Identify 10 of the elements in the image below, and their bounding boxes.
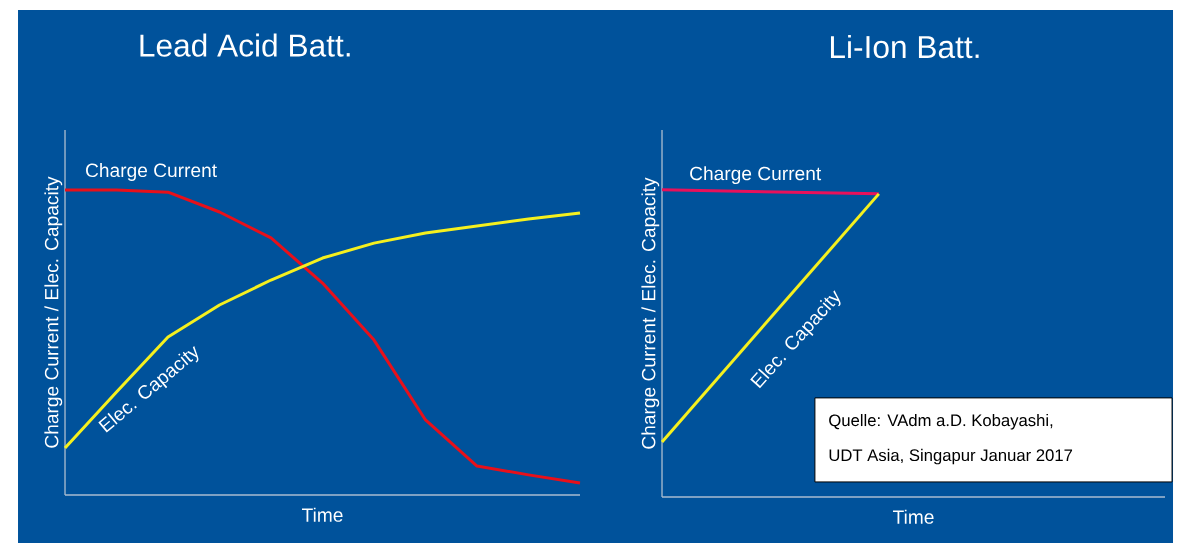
x-axis-title: Time xyxy=(892,509,934,524)
annotation: UDT Asia, Singapur Januar 2017 xyxy=(829,448,1073,465)
series-label: Charge Current xyxy=(690,166,822,185)
x-axis-title: Time xyxy=(301,507,343,522)
series-label: Charge Current xyxy=(86,163,217,181)
annotation: Quelle: VAdm a.D. Kobayashi, xyxy=(829,413,1053,430)
y-axis-title: Charge Current / Elec. Capacity xyxy=(44,176,63,448)
y-axis-title: Charge Current / Elec. Capacity xyxy=(641,177,660,449)
chart-title: Lead Acid Batt. xyxy=(140,33,350,57)
chart-title: Li-Ion Batt. xyxy=(830,34,979,59)
